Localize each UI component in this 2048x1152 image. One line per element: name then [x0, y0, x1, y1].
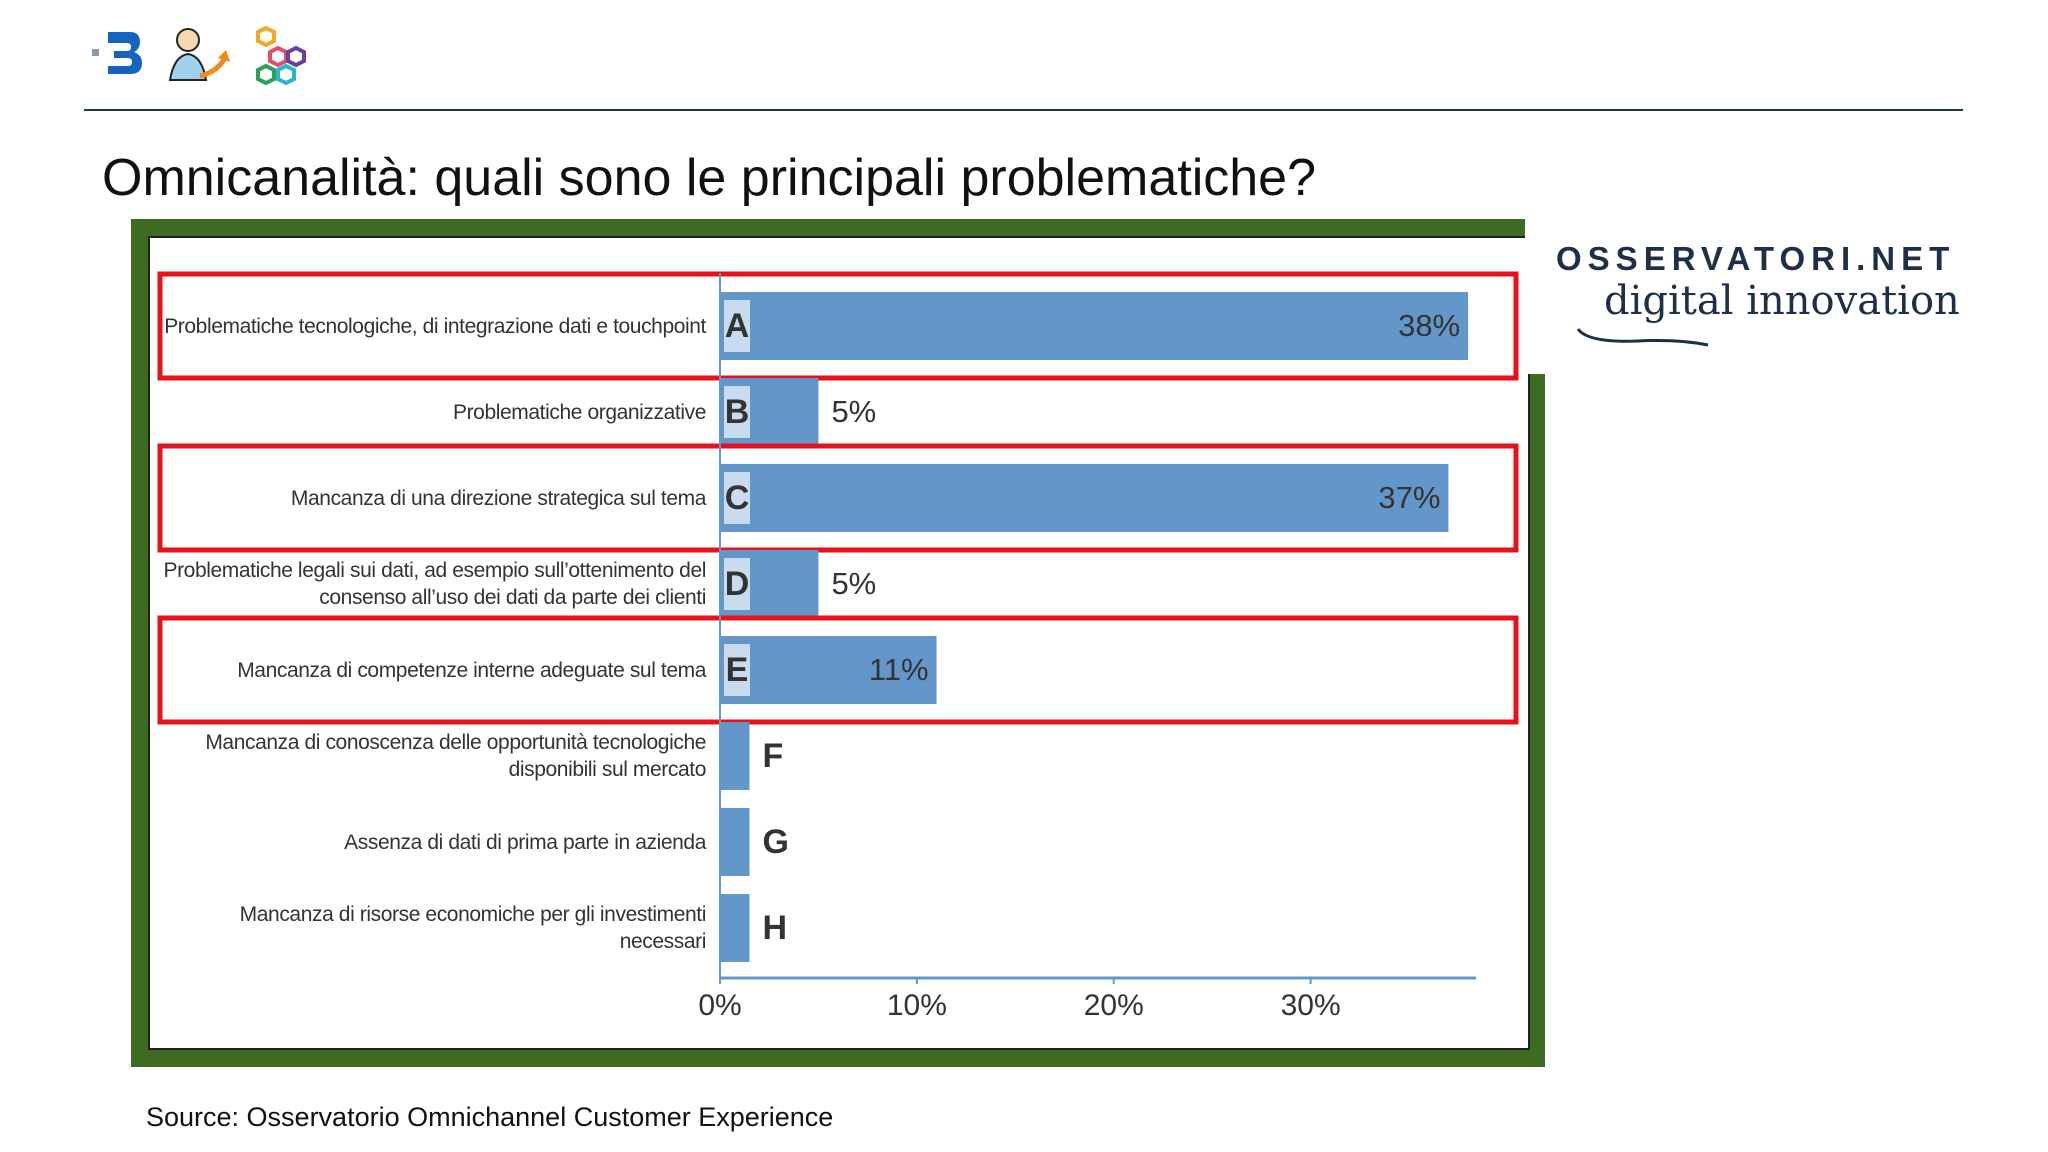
letter-box	[724, 472, 750, 524]
x-tick-label: 20%	[1084, 989, 1144, 1022]
frame-gap	[1525, 219, 1545, 374]
x-tick-label: 0%	[698, 989, 741, 1022]
bar-letter: E	[726, 651, 749, 689]
bar	[720, 808, 750, 876]
category-label: Problematiche legali sui dati, ad esempi…	[163, 559, 706, 609]
bar	[720, 636, 937, 704]
bar-letter: D	[725, 565, 750, 603]
highlight-box	[157, 615, 1519, 725]
x-tick-label: 10%	[887, 989, 947, 1022]
bar-letter: B	[725, 393, 750, 431]
bar	[720, 292, 1469, 360]
slide-title: Omnicanalità: quali sono le principali p…	[102, 149, 1317, 207]
bar	[720, 464, 1449, 532]
letter-box	[724, 644, 750, 696]
highlight-box	[157, 443, 1519, 553]
letter-box	[724, 558, 750, 610]
logo-tagline: digital innovation	[1604, 278, 1960, 324]
logo-swoosh	[1576, 328, 1709, 347]
letter-box	[724, 386, 750, 438]
bar-letter: G	[763, 823, 789, 861]
x-tick-label: 30%	[1281, 989, 1341, 1022]
bar-letter: C	[725, 479, 750, 517]
letter-box	[724, 300, 750, 352]
bar-letter: A	[725, 307, 750, 345]
category-label: Problematiche organizzative	[452, 400, 706, 424]
category-label: Assenza di dati di prima parte in aziend…	[344, 830, 706, 854]
category-label: Mancanza di una direzione strategica sul…	[290, 486, 706, 510]
value-label: 38%	[1398, 308, 1460, 343]
category-label: Mancanza di risorse economiche per gli i…	[239, 903, 707, 953]
category-label: Mancanza di conoscenza delle opportunità…	[205, 731, 706, 781]
value-label: 5%	[831, 566, 876, 601]
bar	[720, 894, 750, 962]
header-rule	[84, 109, 1963, 111]
bar-letter: H	[763, 909, 788, 947]
highlight-box	[157, 271, 1519, 381]
value-label: 37%	[1378, 480, 1440, 515]
logo-name: OSSERVATORI.NET	[1556, 240, 1956, 277]
bar	[720, 722, 750, 790]
category-label: Mancanza di competenze interne adeguate …	[237, 658, 706, 682]
bar-letter: F	[763, 737, 784, 775]
value-label: 5%	[831, 394, 876, 429]
source-note: Source: Osservatorio Omnichannel Custome…	[146, 1102, 834, 1132]
brand-icons	[92, 25, 306, 86]
value-label: 11%	[869, 652, 929, 687]
category-label: Problematiche tecnologiche, di integrazi…	[164, 314, 706, 338]
